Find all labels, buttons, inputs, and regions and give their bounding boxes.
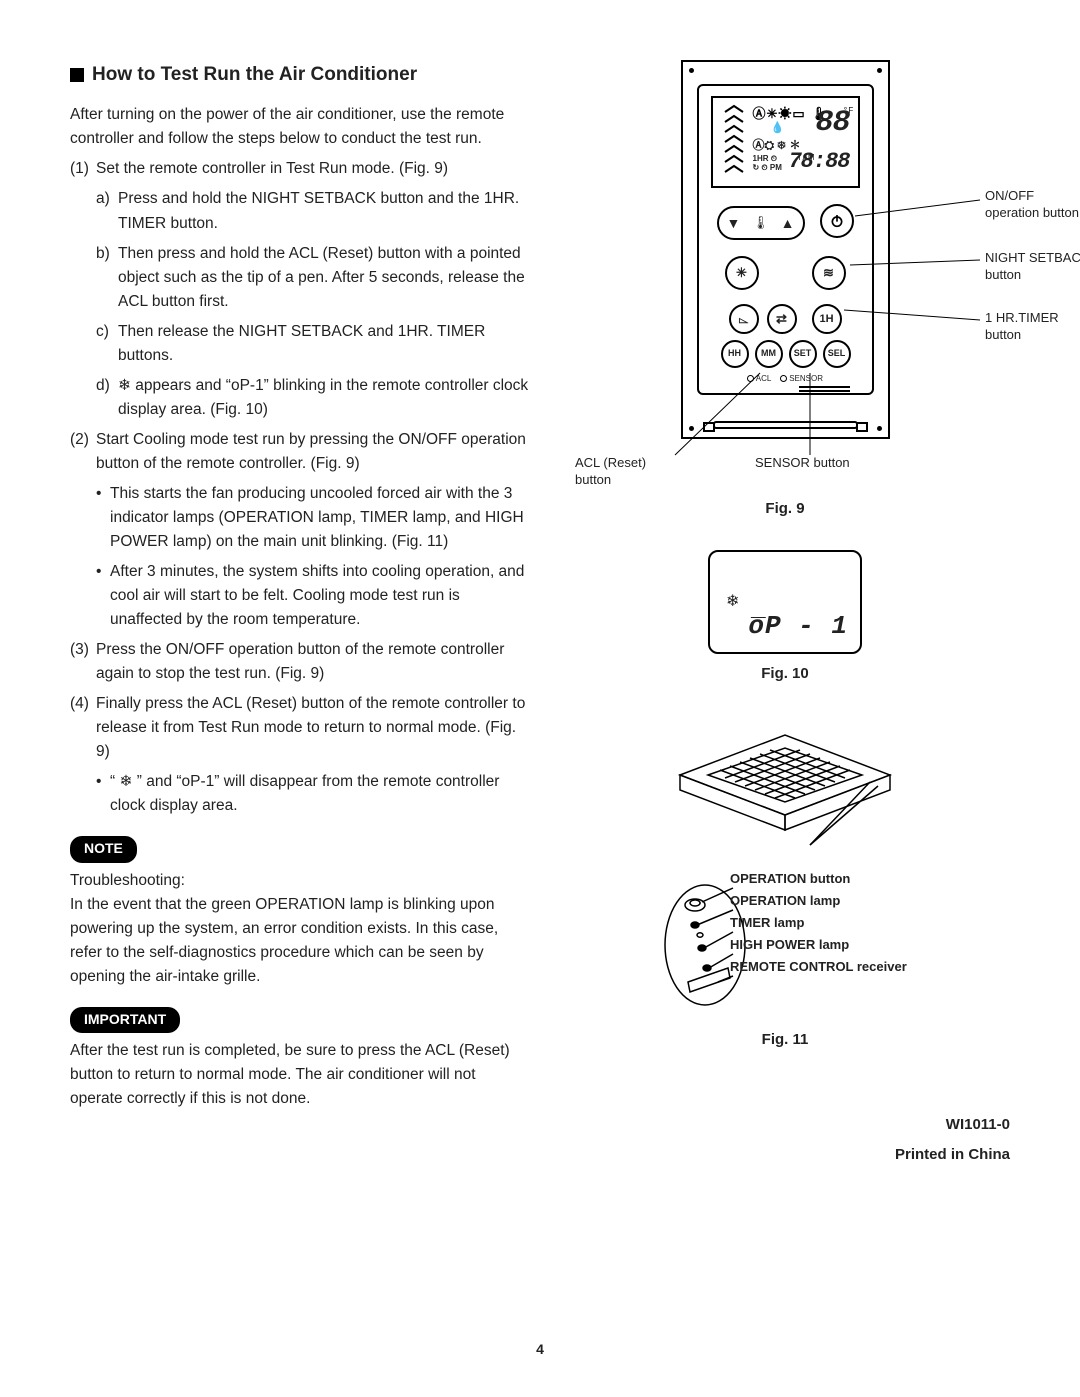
- flap2-icon: ⇄: [776, 311, 787, 328]
- fig11-label-op-button: OPERATION button: [730, 868, 907, 890]
- fig9-caption: Fig. 9: [560, 499, 1010, 519]
- acl-pinhole-icon[interactable]: [747, 375, 754, 382]
- sensor-pinhole-icon[interactable]: [780, 375, 787, 382]
- step-1d: d) ❄ appears and “oP-1” blinking in the …: [96, 374, 530, 422]
- step-2-b1: •This starts the fan producing uncooled …: [96, 482, 530, 554]
- step-1b: b)Then press and hold the ACL (Reset) bu…: [96, 242, 530, 314]
- step-2: (2) Start Cooling mode test run by press…: [70, 428, 530, 476]
- fig10-text: o̅P - 1: [748, 610, 848, 644]
- temp-down-icon[interactable]: ▼: [727, 214, 741, 232]
- fan-button[interactable]: ✳: [725, 256, 759, 290]
- important-badge: IMPORTANT: [70, 1007, 180, 1034]
- lcd-clock: 78:88: [788, 148, 849, 177]
- signal-bars-icon: [723, 104, 745, 180]
- remote-lcd: Ⓐ✳☀▭ 🌡 88 °F 💧 Ⓐ⛭ ❄ ✽ 1HR ⏲ ↻ ⏲ PM I AM: [711, 96, 860, 188]
- callout-sensor: SENSOR button: [755, 455, 850, 472]
- fan-icon: ✳: [736, 265, 747, 282]
- note-badge: NOTE: [70, 836, 137, 863]
- fig10-lcd: ❄ o̅P - 1: [708, 550, 862, 654]
- fig11-label-highpower-lamp: HIGH POWER lamp: [730, 934, 907, 956]
- figures-column: Ⓐ✳☀▭ 🌡 88 °F 💧 Ⓐ⛭ ❄ ✽ 1HR ⏲ ↻ ⏲ PM I AM: [560, 60, 1010, 1341]
- document-footer: WI1011-0 Printed in China: [895, 1110, 1010, 1170]
- lcd-timer-icons: 1HR ⏲ ↻ ⏲ PM: [753, 154, 782, 172]
- callout-night-setback: NIGHT SETBACK button: [985, 250, 1080, 284]
- step-2-b2: •After 3 minutes, the system shifts into…: [96, 560, 530, 632]
- snowflake-icon: ❄: [726, 592, 739, 613]
- step-3: (3) Press the ON/OFF operation button of…: [70, 638, 530, 686]
- mode-button[interactable]: ≋: [812, 256, 846, 290]
- sel-button[interactable]: SEL: [823, 340, 851, 368]
- doc-code: WI1011-0: [895, 1110, 1010, 1140]
- step-1c: c)Then release the NIGHT SETBACK and 1HR…: [96, 320, 530, 368]
- fig11-label-timer-lamp: TIMER lamp: [730, 912, 907, 934]
- temp-up-icon[interactable]: ▲: [781, 214, 795, 232]
- fig11-label-rc-receiver: REMOTE CONTROL receiver: [730, 956, 907, 978]
- remote-slot: [713, 421, 858, 429]
- flap1-button[interactable]: ⌳: [729, 304, 759, 334]
- temp-adjust-group[interactable]: ▼ 🌡 ▲: [717, 206, 805, 240]
- fig11-caption: Fig. 11: [560, 1030, 1010, 1050]
- intro-text: After turning on the power of the air co…: [70, 103, 530, 151]
- lcd-F: °F: [843, 106, 854, 118]
- hh-button[interactable]: HH: [721, 340, 749, 368]
- one-hour-button[interactable]: 1H: [812, 304, 842, 334]
- instructions-column: How to Test Run the Air Conditioner Afte…: [70, 60, 530, 1341]
- callout-1hr-timer: 1 HR.TIMER button: [985, 310, 1059, 344]
- step-4-b1: •“ ❄ ” and “oP-1” will disappear from th…: [96, 770, 530, 818]
- step-1: (1) Set the remote controller in Test Ru…: [70, 157, 530, 181]
- fig11-label-op-lamp: OPERATION lamp: [730, 890, 907, 912]
- acl-sensor-row: ACL SENSOR: [699, 374, 872, 384]
- drop-icon: 💧: [771, 122, 785, 136]
- set-button[interactable]: SET: [789, 340, 817, 368]
- power-icon: [829, 213, 845, 229]
- thermometer-icon: 🌡: [752, 215, 769, 232]
- step-1a: a)Press and hold the NIGHT SETBACK butto…: [96, 187, 530, 235]
- note-text: In the event that the green OPERATION la…: [70, 893, 530, 989]
- doc-origin: Printed in China: [895, 1140, 1010, 1170]
- note-title: Troubleshooting:: [70, 869, 530, 893]
- flap1-icon: ⌳: [738, 311, 748, 328]
- indoor-unit-diagram: OPERATION button OPERATION lamp TIMER la…: [660, 720, 910, 1020]
- callout-acl: ACL (Reset) button: [575, 455, 646, 489]
- mode-icon: ≋: [823, 265, 834, 282]
- section-heading: How to Test Run the Air Conditioner: [70, 60, 530, 89]
- power-button[interactable]: [820, 204, 854, 238]
- mm-button[interactable]: MM: [755, 340, 783, 368]
- flap2-button[interactable]: ⇄: [767, 304, 797, 334]
- fig11-labels: OPERATION button OPERATION lamp TIMER la…: [730, 868, 907, 978]
- bullet-square-icon: [70, 68, 84, 82]
- important-text: After the test run is completed, be sure…: [70, 1039, 530, 1111]
- remote-controller: Ⓐ✳☀▭ 🌡 88 °F 💧 Ⓐ⛭ ❄ ✽ 1HR ⏲ ↻ ⏲ PM I AM: [681, 60, 890, 439]
- callout-onoff: ON/OFF operation button: [985, 188, 1079, 222]
- step-4: (4) Finally press the ACL (Reset) button…: [70, 692, 530, 764]
- page-number: 4: [70, 1341, 1010, 1357]
- fig10-caption: Fig. 10: [560, 664, 1010, 684]
- section-title: How to Test Run the Air Conditioner: [92, 60, 417, 89]
